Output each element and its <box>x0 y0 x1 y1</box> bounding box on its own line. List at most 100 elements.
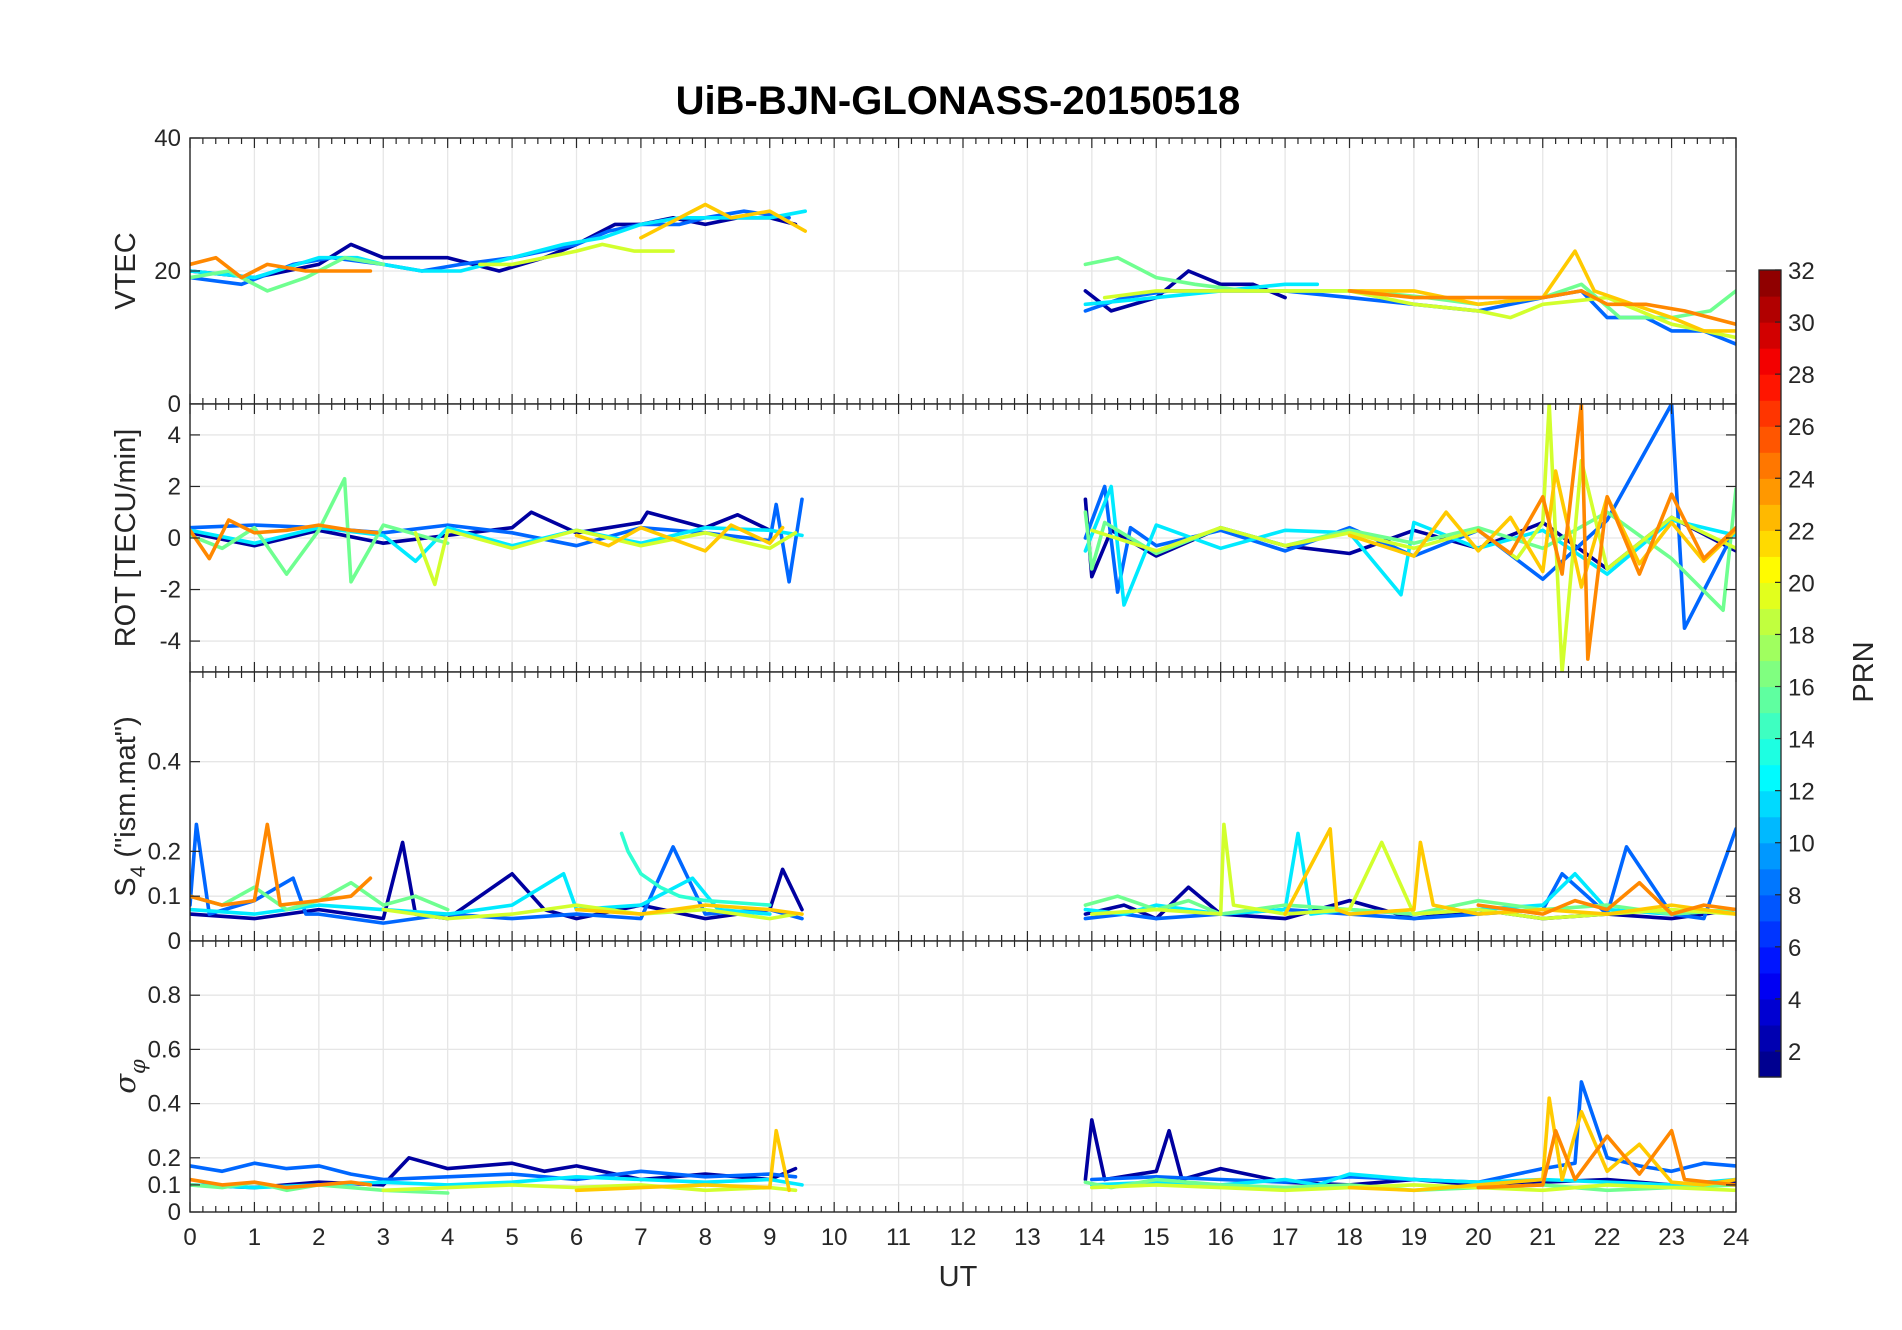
series-line-prn-2 <box>190 1156 798 1190</box>
colorbar-swatch <box>1759 504 1781 531</box>
colorbar-swatch <box>1759 920 1781 948</box>
axes-box <box>189 940 1737 1213</box>
series-line-prn-8 <box>190 1161 798 1182</box>
colorbar-swatch <box>1759 608 1781 636</box>
series-group <box>190 1080 1736 1195</box>
series-line-prn-12 <box>190 209 808 280</box>
x-tick-label: 10 <box>821 1224 848 1251</box>
y-tick-label: 0.8 <box>148 982 181 1009</box>
colorbar-swatch <box>1759 764 1781 792</box>
x-tick-label: 1 <box>248 1224 261 1251</box>
series-line-prn-22 <box>1347 1096 1736 1193</box>
colorbar-swatch <box>1759 270 1781 297</box>
y-tick-label: 0.4 <box>148 749 181 776</box>
colorbar-swatch <box>1759 842 1781 870</box>
series-line-prn-12 <box>1083 484 1736 607</box>
colorbar-swatch <box>1759 790 1781 818</box>
colorbar-swatch <box>1759 738 1781 766</box>
y-tick-label: 4 <box>168 422 181 449</box>
x-tick-label: 0 <box>183 1224 196 1251</box>
x-tick-label: 13 <box>1014 1224 1041 1251</box>
series-line-prn-19 <box>381 903 798 921</box>
series-line-prn-22 <box>574 523 785 553</box>
series-line-prn-22 <box>574 903 804 916</box>
colorbar-swatch <box>1759 868 1781 896</box>
x-tick-label: 18 <box>1336 1224 1363 1251</box>
series-line-prn-2 <box>1083 269 1287 313</box>
colorbar-swatch <box>1759 582 1781 610</box>
colorbar-swatch <box>1759 452 1781 479</box>
x-tick-label: 8 <box>699 1224 712 1251</box>
y-tick-label: 40 <box>154 125 181 152</box>
colorbar-swatch <box>1759 296 1781 323</box>
panel-vtec: 0 20 40 VTEC <box>110 125 1737 418</box>
y-tick-label: 0.4 <box>148 1091 181 1118</box>
series-line-prn-22 <box>1347 469 1736 589</box>
series-group <box>190 404 1736 672</box>
colorbar-swatch <box>1759 400 1781 427</box>
x-tick-label: 9 <box>763 1224 776 1251</box>
colorbar-swatch <box>1759 426 1781 453</box>
colorbar-tick-label: 30 <box>1788 310 1815 337</box>
y-tick-label: 0.1 <box>148 883 181 910</box>
colorbar-tick-label: 16 <box>1788 675 1815 702</box>
series-line-prn-24 <box>1347 289 1736 327</box>
colorbar-swatch <box>1759 1024 1781 1052</box>
series-line-prn-16 <box>1083 487 1736 613</box>
y-tick-label: 0.1 <box>148 1172 181 1199</box>
x-axis-label: UT <box>939 1261 978 1293</box>
colorbar-swatch <box>1759 660 1781 688</box>
series-line-prn-24 <box>1476 404 1736 661</box>
x-tick-label: 6 <box>570 1224 583 1251</box>
colorbar-tick-label: 6 <box>1788 935 1801 962</box>
colorbar-tick-label: 32 <box>1788 258 1815 285</box>
x-tick-label: 3 <box>377 1224 390 1251</box>
series-line-prn-12 <box>190 525 804 564</box>
series-line-prn-22 <box>639 202 808 240</box>
colorbar-swatch <box>1759 998 1781 1026</box>
x-tick-label: 20 <box>1465 1224 1492 1251</box>
series-line-prn-12 <box>190 871 772 916</box>
series-group <box>190 202 1736 346</box>
y-axis-label: VTEC <box>110 232 142 309</box>
series-line-prn-24 <box>190 1177 373 1190</box>
series-line-prn-2 <box>190 216 798 280</box>
y-axis-label: ROT [TECU/min] <box>110 429 142 648</box>
colorbar-swatch <box>1759 530 1781 557</box>
x-tick-label: 16 <box>1207 1224 1234 1251</box>
series-group <box>190 822 1736 925</box>
x-tick-label: 24 <box>1723 1224 1750 1251</box>
series-line-prn-22 <box>1283 827 1736 916</box>
y-tick-label: 0 <box>168 525 181 552</box>
y-tick-label: 0.2 <box>148 838 181 865</box>
colorbar-tick-label: 10 <box>1788 831 1815 858</box>
x-tick-label: 14 <box>1078 1224 1105 1251</box>
series-line-prn-19 <box>413 528 798 587</box>
colorbar-tick-label: 4 <box>1788 987 1801 1014</box>
y-tick-label: 0.6 <box>148 1036 181 1063</box>
colorbar-tick-label: 26 <box>1788 414 1815 441</box>
colorbar-swatch <box>1759 946 1781 974</box>
y-tick-label: 0 <box>168 1199 181 1226</box>
colorbar-tick-label: 12 <box>1788 779 1815 806</box>
colorbar-tick-label: 2 <box>1788 1039 1801 1066</box>
series-line-prn-24 <box>1476 880 1736 916</box>
y-tick-label: 0 <box>168 391 181 418</box>
y-axis-label: σφ <box>108 1059 150 1094</box>
colorbar-swatch <box>1759 556 1781 583</box>
y-axis-label: S4 ("ism.mat") <box>110 716 150 897</box>
y-tick-label: 2 <box>168 473 181 500</box>
x-tick-label: 7 <box>634 1224 647 1251</box>
y-tick-label: -2 <box>160 577 181 604</box>
colorbar-swatch <box>1759 972 1781 1000</box>
colorbar-swatch <box>1759 322 1781 349</box>
x-tick-label: 21 <box>1529 1224 1556 1251</box>
colorbar-swatch <box>1759 894 1781 922</box>
x-tick-label: 19 <box>1401 1224 1428 1251</box>
chart-title: UiB-BJN-GLONASS-20150518 <box>676 79 1241 123</box>
y-tick-label: 0.2 <box>148 1145 181 1172</box>
panel-rot: -4 -2 0 2 4 ROT [TECU/min] <box>110 403 1737 673</box>
